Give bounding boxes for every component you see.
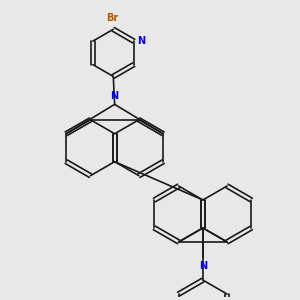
Text: Br: Br xyxy=(106,13,118,23)
Text: N: N xyxy=(199,261,207,271)
Text: N: N xyxy=(111,91,119,101)
Text: N: N xyxy=(137,36,146,46)
